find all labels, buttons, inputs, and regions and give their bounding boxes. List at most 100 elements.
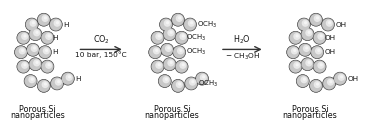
Circle shape bbox=[327, 79, 334, 86]
Circle shape bbox=[44, 82, 47, 86]
Circle shape bbox=[55, 79, 62, 86]
Circle shape bbox=[29, 28, 41, 40]
Circle shape bbox=[178, 16, 181, 20]
Circle shape bbox=[301, 28, 314, 41]
Circle shape bbox=[298, 19, 310, 31]
Circle shape bbox=[21, 62, 28, 69]
Text: OH: OH bbox=[335, 22, 346, 28]
Circle shape bbox=[41, 31, 54, 44]
Circle shape bbox=[319, 63, 323, 66]
Circle shape bbox=[26, 19, 38, 31]
Text: OCH$_3$: OCH$_3$ bbox=[197, 20, 218, 30]
Text: − CH$_3$OH: − CH$_3$OH bbox=[225, 51, 260, 62]
Text: nanoparticles: nanoparticles bbox=[283, 111, 337, 120]
Circle shape bbox=[151, 60, 164, 73]
Circle shape bbox=[302, 28, 313, 40]
Circle shape bbox=[310, 79, 322, 92]
Circle shape bbox=[164, 58, 175, 70]
Text: Porous Si: Porous Si bbox=[291, 105, 328, 114]
Circle shape bbox=[289, 31, 302, 44]
Circle shape bbox=[43, 47, 50, 54]
Circle shape bbox=[37, 13, 50, 26]
Circle shape bbox=[178, 82, 181, 86]
Circle shape bbox=[308, 31, 311, 34]
Circle shape bbox=[158, 75, 171, 88]
Circle shape bbox=[314, 15, 321, 22]
Circle shape bbox=[176, 32, 187, 44]
Circle shape bbox=[308, 61, 311, 64]
Circle shape bbox=[293, 62, 301, 69]
Text: H: H bbox=[63, 22, 68, 28]
Circle shape bbox=[42, 81, 49, 88]
Circle shape bbox=[17, 61, 29, 73]
Text: CO$_2$: CO$_2$ bbox=[93, 34, 110, 46]
Circle shape bbox=[158, 34, 161, 38]
Circle shape bbox=[160, 19, 172, 31]
Circle shape bbox=[66, 74, 73, 81]
Circle shape bbox=[305, 46, 308, 50]
Circle shape bbox=[179, 62, 186, 69]
Circle shape bbox=[167, 29, 175, 36]
Circle shape bbox=[61, 72, 74, 85]
Circle shape bbox=[45, 62, 52, 69]
Circle shape bbox=[191, 80, 194, 83]
Circle shape bbox=[181, 63, 185, 66]
Circle shape bbox=[149, 46, 162, 59]
Circle shape bbox=[177, 47, 184, 54]
Circle shape bbox=[17, 60, 30, 73]
Circle shape bbox=[29, 28, 42, 41]
Circle shape bbox=[42, 61, 53, 73]
Circle shape bbox=[173, 46, 186, 59]
Circle shape bbox=[181, 34, 185, 38]
Circle shape bbox=[155, 62, 163, 69]
Circle shape bbox=[176, 61, 187, 73]
Circle shape bbox=[184, 18, 197, 31]
Circle shape bbox=[333, 72, 347, 85]
Circle shape bbox=[311, 46, 324, 59]
Circle shape bbox=[304, 21, 307, 24]
Circle shape bbox=[39, 46, 51, 59]
Circle shape bbox=[47, 34, 51, 38]
Circle shape bbox=[153, 47, 160, 54]
Text: OCH$_3$: OCH$_3$ bbox=[198, 78, 219, 89]
Circle shape bbox=[51, 77, 64, 90]
Circle shape bbox=[155, 33, 163, 40]
Text: nanoparticles: nanoparticles bbox=[11, 111, 65, 120]
Circle shape bbox=[290, 61, 302, 73]
Circle shape bbox=[317, 49, 321, 52]
Circle shape bbox=[291, 47, 298, 54]
Circle shape bbox=[42, 15, 49, 22]
Circle shape bbox=[31, 78, 34, 81]
Circle shape bbox=[334, 73, 346, 85]
Circle shape bbox=[305, 59, 313, 67]
Circle shape bbox=[68, 75, 71, 79]
Circle shape bbox=[165, 78, 168, 81]
Text: Porous Si: Porous Si bbox=[19, 105, 56, 114]
Circle shape bbox=[161, 43, 174, 56]
Circle shape bbox=[32, 21, 35, 24]
Circle shape bbox=[166, 21, 169, 24]
Circle shape bbox=[172, 13, 184, 26]
Circle shape bbox=[316, 82, 319, 86]
Circle shape bbox=[189, 79, 196, 86]
Text: OCH$_3$: OCH$_3$ bbox=[186, 47, 207, 57]
Circle shape bbox=[314, 81, 321, 88]
Circle shape bbox=[172, 79, 184, 92]
Circle shape bbox=[303, 78, 306, 81]
Circle shape bbox=[314, 61, 325, 73]
Circle shape bbox=[164, 28, 175, 40]
Circle shape bbox=[47, 63, 51, 66]
Circle shape bbox=[200, 74, 207, 81]
Circle shape bbox=[167, 46, 170, 50]
Circle shape bbox=[160, 18, 172, 31]
Circle shape bbox=[172, 80, 184, 92]
Circle shape bbox=[37, 79, 50, 92]
Circle shape bbox=[302, 58, 313, 70]
Circle shape bbox=[38, 14, 50, 26]
Circle shape bbox=[159, 75, 171, 87]
Circle shape bbox=[152, 61, 164, 73]
Circle shape bbox=[196, 73, 208, 85]
Circle shape bbox=[19, 47, 26, 54]
Circle shape bbox=[313, 60, 326, 73]
Circle shape bbox=[14, 46, 28, 59]
